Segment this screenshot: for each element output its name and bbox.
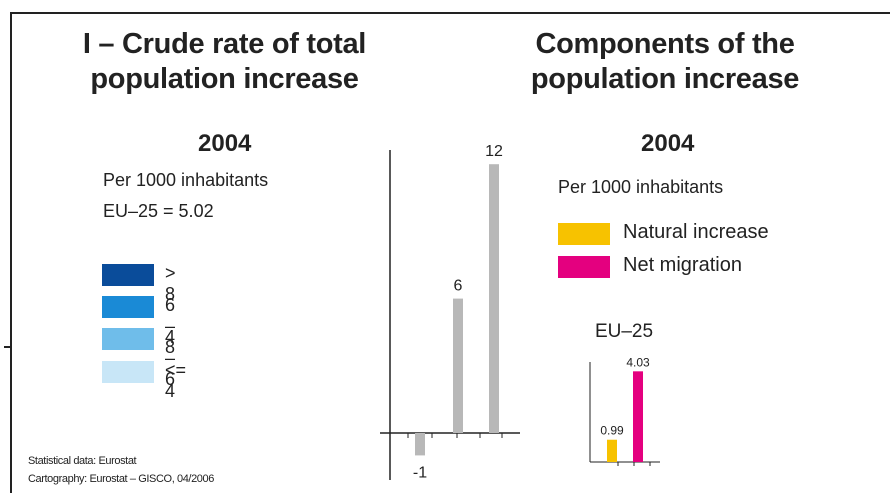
right-title-line1: Components of the bbox=[535, 28, 795, 60]
frame-left-border bbox=[10, 12, 12, 493]
left-unit: Per 1000 inhabitants bbox=[103, 170, 269, 190]
total-increase-bar-chart: -1 6 12 bbox=[380, 143, 520, 481]
legend-label: > 8 bbox=[165, 263, 176, 304]
frame-top-border bbox=[10, 12, 890, 14]
legend-swatch-net-migration bbox=[558, 256, 610, 278]
bar bbox=[415, 433, 425, 456]
data-label: -1 bbox=[413, 464, 427, 481]
legend-swatch bbox=[102, 361, 154, 383]
data-label: 6 bbox=[454, 278, 463, 295]
legend-swatch bbox=[102, 328, 154, 350]
left-title-line1: I – Crude rate of total bbox=[82, 28, 367, 60]
legend-swatch-natural-increase bbox=[558, 223, 610, 245]
legend-item-natural-increase: Natural increase bbox=[558, 221, 818, 247]
right-title-line2: population increase bbox=[530, 63, 800, 95]
chart-title: EU–25 bbox=[595, 321, 653, 342]
bar bbox=[607, 439, 617, 462]
legend-label-net-migration: Net migration bbox=[623, 254, 742, 276]
bar bbox=[489, 164, 499, 433]
right-year: 2004 bbox=[641, 130, 695, 157]
legend-swatch bbox=[102, 264, 154, 286]
data-label: 4.03 bbox=[626, 355, 650, 369]
left-year: 2004 bbox=[198, 130, 252, 157]
legend-label: 4 – 6 bbox=[165, 327, 176, 389]
legend-label: <= 4 bbox=[165, 360, 187, 401]
source-statistical-data: Statistical data: Eurostat bbox=[28, 455, 137, 467]
data-label: 12 bbox=[485, 143, 503, 160]
frame-left-tick bbox=[4, 346, 10, 348]
legend-label: 6 – 8 bbox=[165, 295, 176, 357]
bar bbox=[453, 298, 463, 433]
bar bbox=[633, 371, 643, 462]
eu-total-rate: EU–25 = 5.02 bbox=[103, 201, 214, 221]
legend-swatch bbox=[102, 296, 154, 318]
source-cartography: Cartography: Eurostat – GISCO, 04/2006 bbox=[28, 473, 214, 485]
data-label: 0.99 bbox=[600, 424, 624, 438]
legend-label-natural-increase: Natural increase bbox=[623, 221, 769, 243]
left-title-line2: population increase bbox=[90, 63, 359, 95]
eu25-components-bar-chart: EU–25 0.99 4.03 bbox=[589, 321, 660, 466]
legend-item-net-migration: Net migration bbox=[558, 254, 818, 280]
right-unit: Per 1000 inhabitants bbox=[558, 177, 724, 197]
